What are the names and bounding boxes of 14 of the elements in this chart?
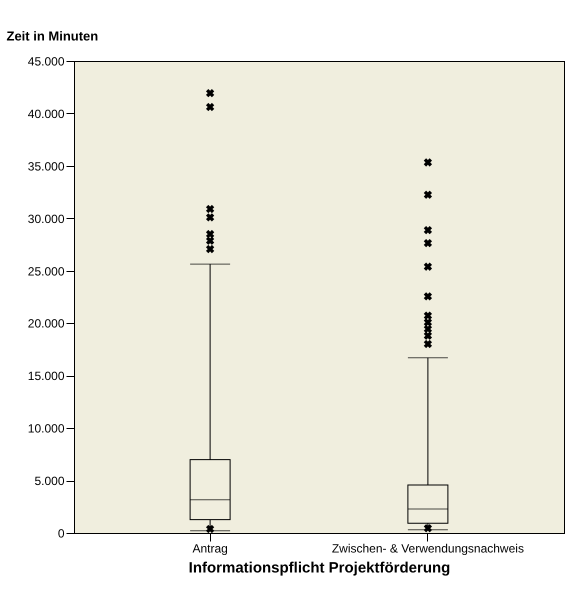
y-tick-label: 40.000 (28, 106, 65, 121)
y-tick-label: 0 (58, 526, 65, 540)
y-tick-label: 10.000 (28, 422, 65, 436)
y-tick-label: 30.000 (28, 212, 65, 226)
y-tick-label: 25.000 (28, 264, 65, 278)
y-tick-label: 15.000 (28, 369, 65, 384)
x-tick-label: Zwischen- & Verwendungsnachweis (332, 542, 524, 556)
x-axis-title: Informationspflicht Projektförderung (188, 560, 450, 576)
y-tick-label: 35.000 (28, 159, 65, 174)
y-tick-label: 45.000 (28, 54, 65, 68)
x-tick-label: Antrag (192, 542, 228, 556)
y-tick-label: 20.000 (28, 316, 65, 331)
y-axis-title: Zeit in Minuten (6, 28, 98, 44)
y-tick-label: 5.000 (34, 474, 65, 488)
